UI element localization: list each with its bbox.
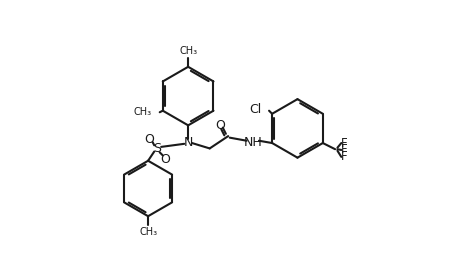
- Text: O: O: [216, 119, 225, 132]
- Text: O: O: [145, 133, 154, 146]
- Text: F: F: [341, 136, 348, 150]
- Text: CH₃: CH₃: [139, 227, 157, 237]
- Text: S: S: [154, 142, 161, 155]
- Text: CH₃: CH₃: [134, 107, 152, 117]
- Text: N: N: [183, 136, 193, 149]
- Text: CH₃: CH₃: [179, 46, 197, 56]
- Text: F: F: [341, 150, 348, 163]
- Text: NH: NH: [243, 136, 262, 149]
- Text: Cl: Cl: [249, 103, 261, 116]
- Text: F: F: [341, 143, 348, 157]
- Text: O: O: [160, 153, 170, 166]
